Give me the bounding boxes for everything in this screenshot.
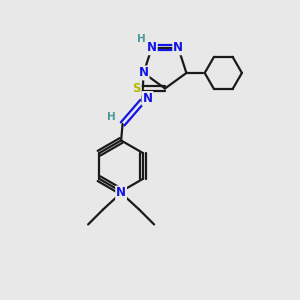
Text: H: H <box>107 112 116 122</box>
Text: N: N <box>173 41 183 54</box>
Text: N: N <box>139 67 148 80</box>
Text: S: S <box>132 82 141 95</box>
Text: N: N <box>142 92 152 105</box>
Text: H: H <box>137 34 146 44</box>
Text: N: N <box>147 41 157 54</box>
Text: N: N <box>116 187 126 200</box>
